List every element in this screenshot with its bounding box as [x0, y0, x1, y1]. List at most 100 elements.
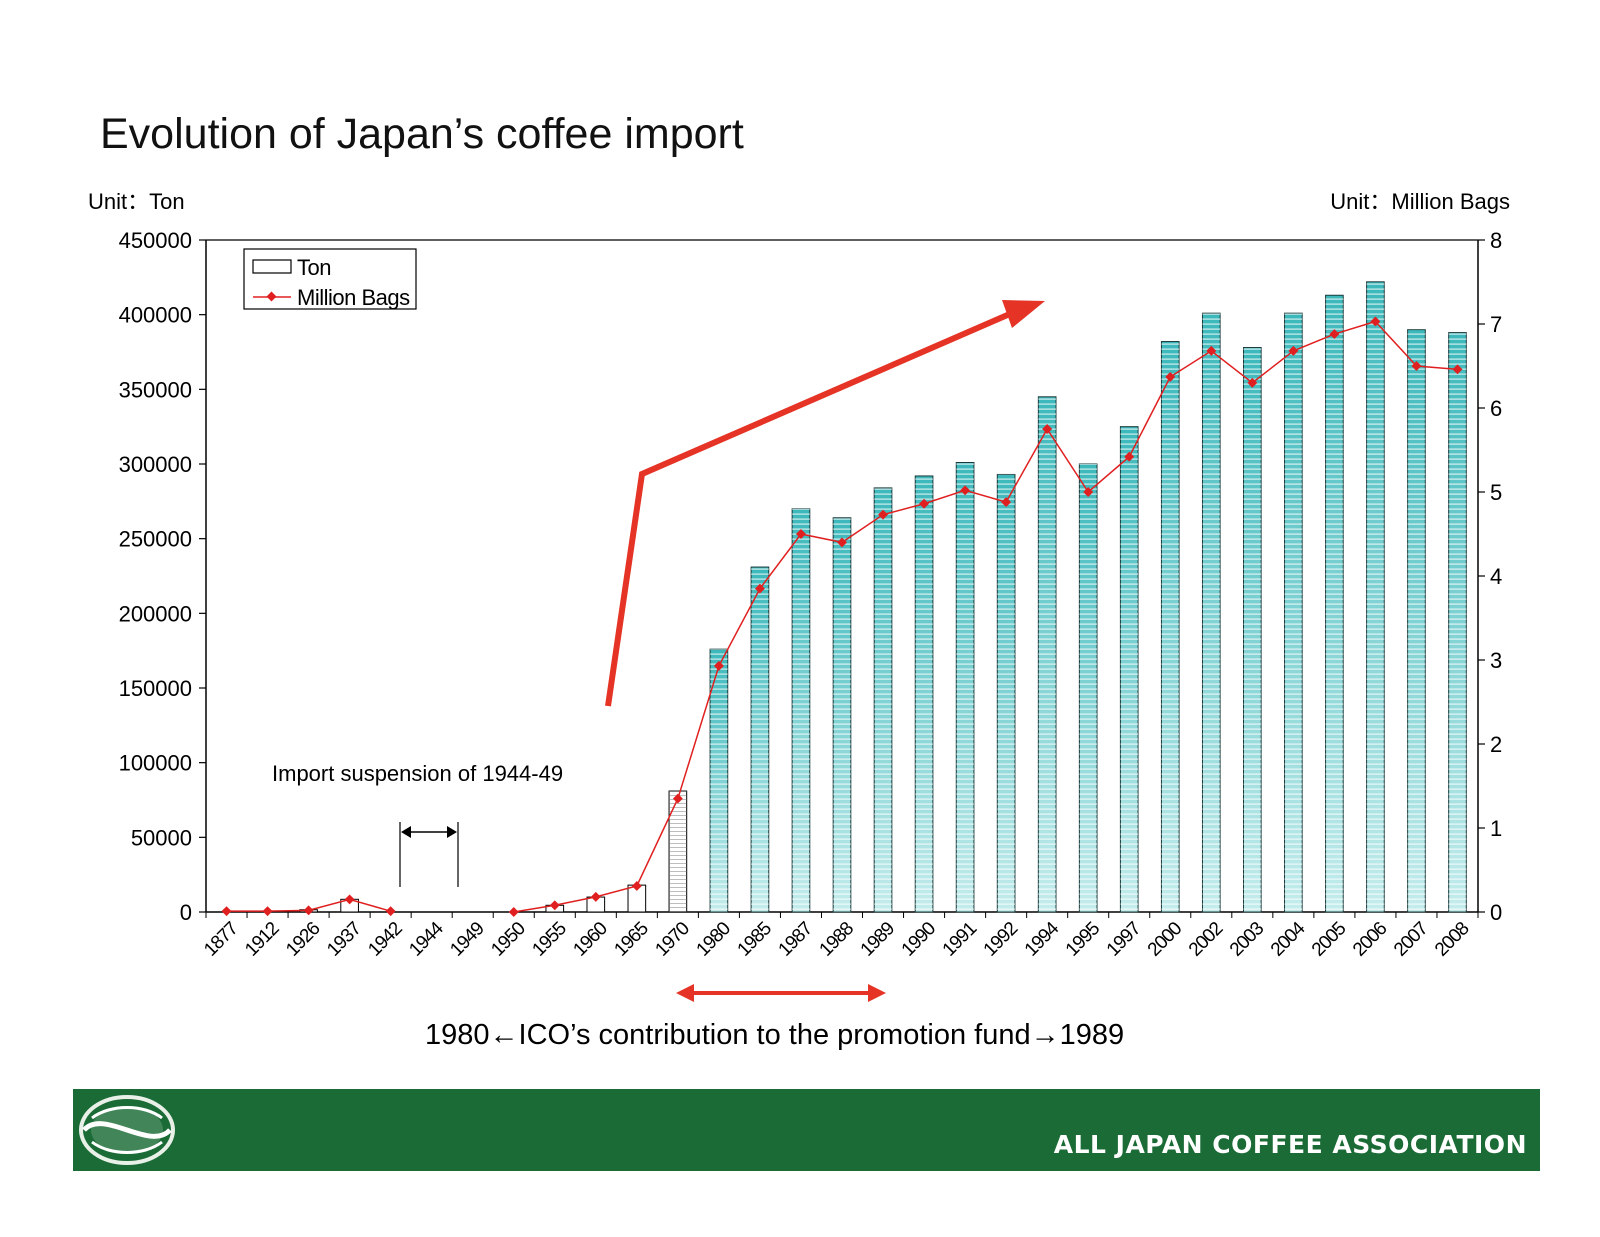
bar-stripes	[751, 567, 769, 912]
left-axis-unit: Unit：Ton	[88, 189, 185, 214]
bar-stripes	[1161, 341, 1180, 913]
ico-note: 1980←ICO’s contribution to the promotion…	[425, 1019, 1124, 1051]
x-tick-label: 2008	[1431, 918, 1473, 960]
y-tick-label: 450000	[119, 228, 192, 253]
line-point	[1206, 345, 1217, 356]
x-tick-label: 1970	[651, 918, 693, 960]
x-axis: 1877 1912 1926 1937 1942 1944 1949 1950 1955 1960…	[200, 912, 1479, 961]
y2-tick-label: 0	[1490, 900, 1502, 925]
line-point	[1288, 345, 1299, 356]
line-point	[1001, 497, 1012, 508]
line-point	[878, 509, 888, 520]
line-point	[713, 660, 724, 671]
y2-tick-label: 3	[1490, 648, 1502, 673]
right-y-axis: 8 7 6 5 4 3 2 1 0	[1478, 228, 1502, 925]
x-tick-label: 1944	[405, 918, 448, 961]
y-tick-label: 300000	[119, 452, 192, 477]
x-tick-label: 1960	[569, 918, 611, 960]
x-tick-label: 2005	[1308, 918, 1350, 960]
line-point	[796, 529, 806, 539]
y2-tick-label: 5	[1490, 480, 1502, 505]
x-tick-label: 2004	[1267, 918, 1310, 961]
x-tick-label: 1997	[1103, 918, 1145, 960]
bar-stripes	[1038, 396, 1056, 912]
bar-stripes	[874, 487, 892, 912]
x-tick-label: 1991	[939, 918, 981, 960]
bar-stripes	[915, 475, 933, 912]
x-tick-label: 1985	[734, 918, 776, 960]
x-tick-label: 1990	[898, 918, 940, 960]
x-tick-label: 1992	[980, 918, 1022, 960]
line-point	[549, 900, 560, 911]
bar-stripes	[1407, 329, 1426, 913]
line-point	[1042, 424, 1053, 434]
line-point	[303, 905, 314, 916]
bar-stripes	[1079, 464, 1098, 912]
line-point	[754, 583, 765, 594]
y2-tick-label: 7	[1490, 312, 1502, 337]
line-point	[1124, 451, 1135, 462]
bar-stripes	[833, 517, 851, 912]
x-tick-label: 2000	[1144, 918, 1186, 960]
line-point	[1329, 329, 1340, 340]
line-point	[385, 906, 396, 917]
x-tick-label: 2003	[1226, 918, 1268, 960]
bar-stripes	[1366, 281, 1385, 912]
bar-series	[299, 281, 1467, 913]
bar-stripes	[669, 791, 687, 912]
line-point	[508, 907, 519, 917]
legend-swatch-ton	[252, 259, 292, 274]
y-tick-label: 200000	[119, 601, 192, 626]
line-point	[919, 498, 930, 509]
x-tick-label: 1937	[323, 918, 365, 960]
y-tick-label: 50000	[131, 825, 192, 850]
legend: Ton Million Bags	[243, 248, 417, 310]
line-point	[221, 906, 232, 917]
growth-arrow	[605, 300, 1045, 707]
bar-stripes	[792, 508, 810, 912]
x-tick-label: 2006	[1349, 918, 1391, 960]
line-point	[672, 793, 683, 804]
y2-tick-label: 2	[1490, 732, 1502, 757]
x-tick-label: 1965	[610, 918, 652, 960]
line-point	[1411, 361, 1422, 371]
y2-tick-label: 4	[1490, 564, 1502, 589]
x-tick-label: 1912	[241, 918, 283, 960]
line-point	[1083, 487, 1094, 497]
x-tick-label: 1926	[282, 918, 324, 960]
x-tick-label: 1980	[693, 918, 735, 960]
line-path	[513, 320, 1458, 913]
bar-stripes	[956, 462, 974, 912]
line-point	[837, 537, 847, 548]
bar-stripes	[997, 474, 1015, 912]
line-point	[631, 881, 642, 891]
line-point	[344, 894, 355, 905]
y-tick-label: 400000	[119, 303, 192, 328]
bar-stripes	[1325, 295, 1344, 913]
x-tick-label: 1877	[200, 918, 242, 960]
line-point	[262, 906, 273, 917]
footer-banner: ALL JAPAN COFFEE ASSOCIATION	[73, 1089, 1540, 1171]
bar-stripes	[1120, 426, 1139, 912]
bar-stripes	[1202, 313, 1221, 912]
x-tick-label: 2002	[1185, 918, 1227, 960]
x-tick-label: 1994	[1021, 918, 1064, 961]
legend-label-bags: Million Bags	[297, 285, 410, 310]
x-tick-label: 1987	[775, 918, 817, 960]
line-point	[1247, 377, 1258, 388]
y2-tick-label: 1	[1490, 816, 1502, 841]
suspension-bracket	[399, 822, 459, 887]
line-point	[1165, 371, 1176, 382]
left-y-axis: 450000 400000 350000 300000 250000 200000 1500…	[119, 228, 206, 925]
x-tick-label: 1950	[487, 918, 529, 960]
association-name: ALL JAPAN COFFEE ASSOCIATION	[1054, 1130, 1527, 1159]
y-tick-label: 250000	[119, 527, 192, 552]
line-point	[1370, 316, 1381, 327]
line-point	[960, 485, 971, 496]
line-point	[1452, 364, 1463, 375]
bar-stripes	[1284, 313, 1303, 912]
y-tick-label: 150000	[119, 676, 192, 701]
y2-tick-label: 8	[1490, 228, 1502, 253]
y-tick-label: 100000	[119, 751, 192, 776]
x-tick-label: 1942	[364, 918, 406, 960]
